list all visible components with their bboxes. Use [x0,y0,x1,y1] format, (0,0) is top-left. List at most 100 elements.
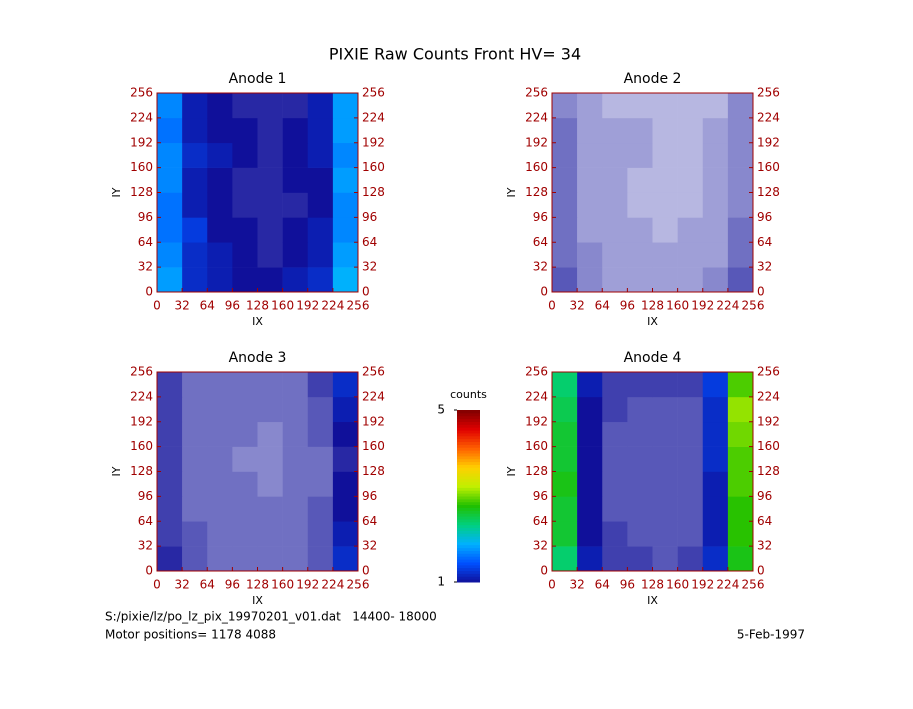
heat-cell [232,496,258,522]
heat-cell [552,217,578,243]
heat-cell [602,217,628,243]
heat-cell [332,167,359,193]
heat-cell [257,372,283,398]
heat-cell [232,242,258,268]
y-tick-label: 160 [362,439,385,453]
colorbar-step [457,455,480,460]
heat-cell [332,372,359,398]
heat-cell [307,421,334,447]
y-tick-label: 32 [362,539,377,553]
heat-cell [702,396,729,423]
heat-cell [552,521,578,547]
heat-cell [677,496,704,522]
colorbar-step [457,493,480,497]
heat-cell [727,546,754,572]
heat-cell [207,192,233,218]
y-tick-label: 96 [138,489,153,503]
heat-cell [702,93,729,119]
heat-cell [652,471,678,497]
heat-cell [602,471,628,497]
x-tick-label: 0 [548,299,556,313]
y-tick-label: 128 [525,464,548,478]
y-axis-label: IY [505,187,518,197]
x-tick-label: 160 [271,299,294,313]
heat-cell [577,546,603,572]
heat-cell [157,546,183,572]
heat-cell [677,421,704,447]
heat-cell [182,117,208,144]
x-tick-label: 96 [620,299,635,313]
y-tick-label: 32 [138,260,153,274]
x-tick-label: 160 [666,299,689,313]
y-tick-label: 96 [362,489,377,503]
x-tick-label: 256 [742,578,765,592]
heat-cell [677,242,704,268]
heat-cell [307,521,334,547]
y-tick-label: 256 [362,365,385,379]
colorbar-step [457,579,480,583]
heat-cell [257,117,283,144]
colorbar-step [457,435,480,440]
y-tick-label: 32 [533,260,548,274]
x-axis-label: IX [647,315,658,328]
heat-cell [652,217,678,243]
heat-cell [157,242,183,268]
y-tick-label: 96 [757,489,772,503]
colorbar-step [457,504,480,508]
heat-cell [702,192,729,218]
file-note: S:/pixie/lz/po_lz_pix_19970201_v01.dat 1… [105,610,437,624]
x-tick-label: 32 [174,578,189,592]
heat-cell [577,242,603,268]
heat-cell [602,446,628,472]
heat-cell [207,421,233,447]
heat-cell [727,117,754,144]
y-tick-label: 128 [757,464,780,478]
colorbar-step [457,533,480,537]
y-tick-label: 192 [130,135,153,149]
x-tick-label: 192 [691,578,714,592]
y-tick-label: 96 [138,210,153,224]
y-tick-label: 224 [130,110,153,124]
y-tick-label: 224 [525,110,548,124]
x-tick-label: 128 [246,578,269,592]
x-tick-label: 192 [691,299,714,313]
colorbar-step [457,547,480,551]
heat-cell [232,471,258,497]
heat-cell [602,93,628,119]
heat-cell [577,496,603,522]
heat-cell [207,471,233,497]
y-tick-label: 256 [130,365,153,379]
heat-cell [332,421,359,447]
heat-cell [157,267,183,293]
heat-cell [157,192,183,218]
colorbar-tick-label: 1 [437,575,445,589]
x-tick-label: 128 [641,299,664,313]
y-tick-label: 0 [145,564,153,578]
y-tick-label: 160 [757,160,780,174]
heat-cell [577,142,603,168]
heat-cell [307,117,334,144]
heat-cell [282,167,309,193]
heat-cell [677,396,704,423]
colorbar-step [457,438,480,443]
y-tick-label: 192 [362,414,385,428]
x-tick-label: 96 [620,578,635,592]
heat-cell [232,192,258,218]
y-tick-label: 32 [138,539,153,553]
heat-cell [577,117,603,144]
x-tick-label: 256 [347,578,370,592]
x-tick-label: 224 [321,578,344,592]
colorbar-step [457,412,480,417]
heat-cell [307,142,334,168]
heat-cell [307,471,334,497]
heat-cell [157,117,183,144]
heat-cell [552,396,578,423]
y-tick-label: 32 [757,260,772,274]
heat-cell [207,521,233,547]
heat-cell [552,496,578,522]
heat-cell [332,142,359,168]
heat-cell [652,496,678,522]
heat-cell [182,192,208,218]
y-tick-label: 64 [757,235,772,249]
y-tick-label: 0 [362,564,370,578]
